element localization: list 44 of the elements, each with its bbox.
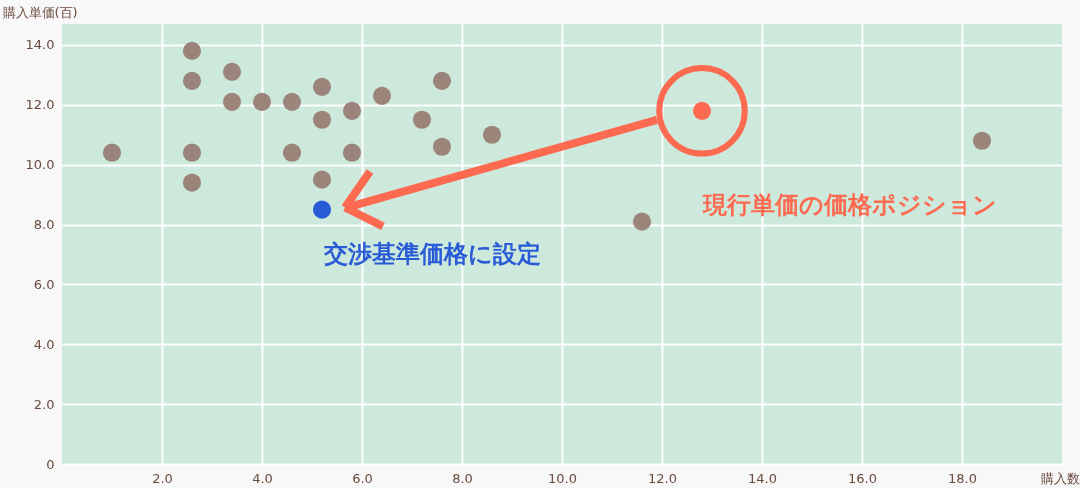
y-tick-label: 4.0 — [33, 336, 55, 352]
x-tick-label: 10.0 — [548, 470, 577, 486]
point — [182, 143, 202, 162]
point — [432, 71, 452, 90]
point — [342, 101, 362, 120]
point — [312, 110, 332, 129]
x-tick-label: 18.0 — [948, 470, 977, 486]
point — [252, 92, 272, 111]
point — [222, 62, 242, 81]
y-tick-label: 0 — [46, 456, 55, 472]
point — [312, 200, 332, 219]
x-tick-label: 4.0 — [252, 470, 273, 486]
y-tick-label: 12.0 — [25, 97, 55, 113]
x-tick-label: 6.0 — [352, 470, 373, 486]
x-tick-label: 16.0 — [848, 470, 877, 486]
point — [182, 173, 202, 192]
point — [342, 143, 362, 162]
x-tick-label: 12.0 — [648, 470, 677, 486]
y-tick-label: 14.0 — [25, 37, 55, 53]
y-tick-label: 8.0 — [33, 217, 55, 233]
point — [102, 143, 122, 162]
point — [282, 92, 302, 111]
point — [312, 170, 332, 189]
point — [182, 41, 202, 60]
y-tick-label: 10.0 — [25, 157, 55, 173]
point — [632, 212, 652, 231]
point — [282, 143, 302, 162]
x-tick-label: 14.0 — [748, 470, 777, 486]
point — [312, 77, 332, 96]
point — [222, 92, 242, 111]
point — [372, 86, 392, 105]
x-tick-label: 8.0 — [452, 470, 473, 486]
annotation: 現行単価の価格ポジション — [702, 190, 997, 219]
y-tick-label: 6.0 — [33, 276, 55, 292]
x-tick-label: 2.0 — [152, 470, 173, 486]
point — [412, 110, 432, 129]
point — [182, 71, 202, 90]
y-axis-title: 購入単価(百) — [2, 4, 78, 20]
point — [432, 137, 452, 156]
point — [482, 125, 502, 144]
annotation: 交渉基準価格に設定 — [322, 239, 541, 268]
x-axis-title: 購入数 — [1040, 470, 1080, 486]
point — [972, 131, 992, 150]
y-tick-label: 2.0 — [33, 396, 55, 412]
